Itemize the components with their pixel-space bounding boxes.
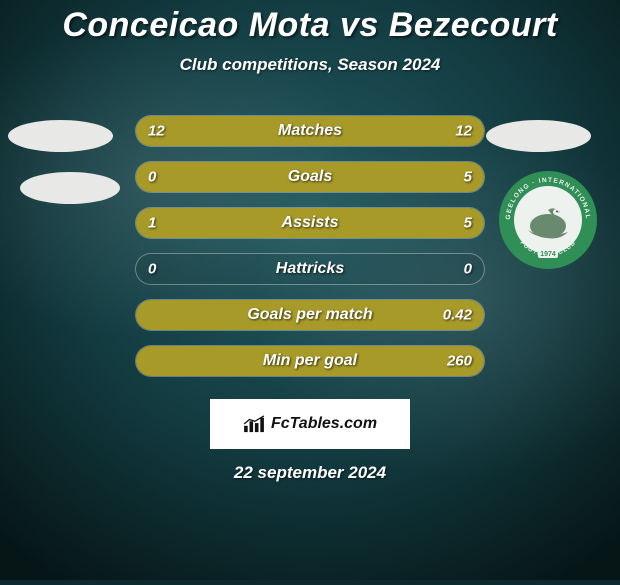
bar-label: Matches [278,122,342,140]
subtitle: Club competitions, Season 2024 [180,55,441,75]
chart-icon [243,415,265,433]
bar-fill-left [136,208,192,238]
footer-date: 22 september 2024 [234,463,386,483]
stat-bar: 0.42 Goals per match [135,299,485,331]
comparison-bars: 12 12 Matches 0 5 Goals 1 5 Assists 0 0 Hattricks 0.… [135,115,485,377]
stat-bar: 12 12 Matches [135,115,485,147]
bar-value-right: 5 [464,215,472,232]
bar-label: Hattricks [276,260,344,278]
page-title: Conceicao Mota vs Bezecourt [62,6,557,45]
title-left: Conceicao Mota [62,6,330,44]
bar-value-right: 0.42 [443,307,472,324]
bar-value-right: 5 [464,169,472,186]
title-vs: vs [340,6,379,44]
stat-bar: 0 0 Hattricks [135,253,485,285]
bar-label: Assists [282,214,339,232]
bar-value-left: 12 [148,123,165,140]
bar-label: Goals [288,168,332,186]
content-root: Conceicao Mota vs Bezecourt Club competi… [0,0,620,580]
bar-value-left: 0 [148,169,156,186]
brand-text: FcTables.com [271,415,377,433]
bar-value-left: 1 [148,215,156,232]
stat-bar: 260 Min per goal [135,345,485,377]
bar-value-left: 0 [148,261,156,278]
title-right: Bezecourt [389,6,558,44]
bar-value-right: 260 [447,353,472,370]
brand-box[interactable]: FcTables.com [210,399,410,449]
bar-value-right: 12 [455,123,472,140]
bar-label: Min per goal [263,352,357,370]
bar-label: Goals per match [247,306,372,324]
bar-value-right: 0 [464,261,472,278]
stat-bar: 0 5 Goals [135,161,485,193]
stat-bar: 1 5 Assists [135,207,485,239]
bar-fill-left [136,162,146,192]
